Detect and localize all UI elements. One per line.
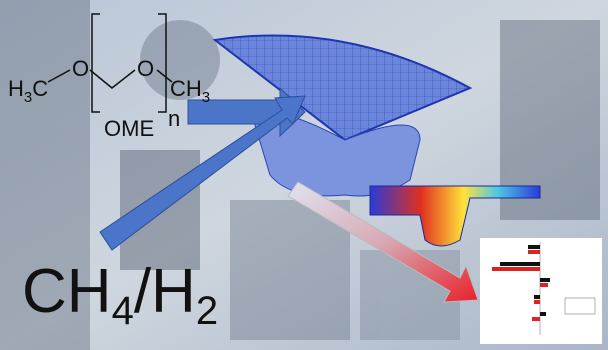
graphic: H3C O O CH3 OME n CH4/H2 (0, 0, 608, 350)
formula-name: OME (104, 116, 154, 141)
oxygen: O (72, 56, 89, 81)
repeat-index: n (168, 106, 180, 131)
bar-chart-thumbnail (480, 238, 602, 344)
oxygen: O (137, 56, 154, 81)
